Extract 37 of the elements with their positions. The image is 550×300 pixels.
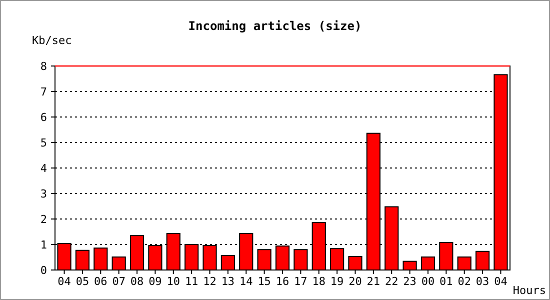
x-tick-label: 02 [458, 275, 471, 288]
x-axis-title: Hours [512, 284, 546, 297]
x-tick-label: 15 [258, 275, 271, 288]
x-tick-label: 14 [240, 275, 254, 288]
x-tick-label: 03 [476, 275, 490, 288]
x-tick-label: 00 [421, 275, 435, 288]
x-tick-label: 19 [330, 275, 344, 288]
x-tick-label: 05 [76, 275, 90, 288]
x-tick-label: 20 [348, 275, 362, 288]
y-tick-label: 1 [40, 238, 47, 252]
x-tick-label: 08 [130, 275, 144, 288]
x-tick-label: 17 [294, 275, 308, 288]
x-tick-label: 04 [494, 275, 508, 288]
x-tick-label: 12 [203, 275, 216, 288]
x-tick-label: 04 [58, 275, 72, 288]
y-tick-label: 2 [40, 213, 47, 226]
y-tick-label: 0 [40, 264, 47, 277]
x-tick-label: 22 [384, 275, 398, 288]
x-tick-label: 07 [112, 275, 126, 288]
x-tick-label: 11 [184, 275, 198, 288]
y-tick-label: 4 [40, 162, 48, 175]
x-tick-label: 01 [440, 275, 453, 288]
x-tick-label: 23 [403, 275, 416, 288]
x-tick-label: 18 [312, 275, 326, 288]
y-tick-label: 3 [40, 188, 47, 200]
y-tick-label: 8 [40, 60, 47, 73]
y-axis-title: Kb/sec [32, 34, 72, 47]
x-tick-label: 06 [94, 275, 108, 288]
y-tick-label: 7 [40, 86, 47, 98]
y-tick-label: 6 [40, 111, 47, 124]
x-tick-label: 21 [366, 275, 380, 288]
x-tick-label: 10 [166, 275, 180, 288]
chart-title: Incoming articles (size) [188, 19, 362, 33]
x-tick-label: 09 [148, 275, 162, 288]
x-tick-label: 16 [276, 275, 290, 288]
y-tick-label: 5 [40, 136, 47, 150]
x-tick-label: 13 [221, 275, 235, 288]
